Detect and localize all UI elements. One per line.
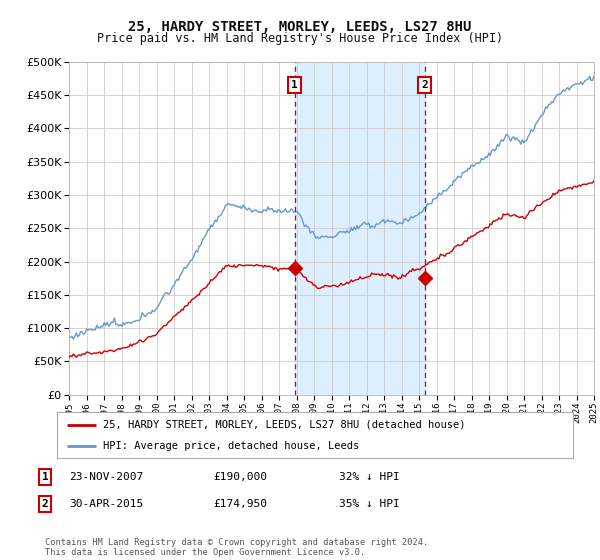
- Text: 25, HARDY STREET, MORLEY, LEEDS, LS27 8HU (detached house): 25, HARDY STREET, MORLEY, LEEDS, LS27 8H…: [103, 419, 466, 430]
- Text: £174,950: £174,950: [213, 499, 267, 509]
- Text: 2: 2: [41, 499, 49, 509]
- Text: 25, HARDY STREET, MORLEY, LEEDS, LS27 8HU: 25, HARDY STREET, MORLEY, LEEDS, LS27 8H…: [128, 20, 472, 34]
- Text: 1: 1: [292, 80, 298, 90]
- Text: 23-NOV-2007: 23-NOV-2007: [69, 472, 143, 482]
- Bar: [295, 62, 425, 395]
- Text: £190,000: £190,000: [213, 472, 267, 482]
- Text: 30-APR-2015: 30-APR-2015: [69, 499, 143, 509]
- Text: Price paid vs. HM Land Registry's House Price Index (HPI): Price paid vs. HM Land Registry's House …: [97, 32, 503, 45]
- Text: Contains HM Land Registry data © Crown copyright and database right 2024.
This d: Contains HM Land Registry data © Crown c…: [45, 538, 428, 557]
- Text: HPI: Average price, detached house, Leeds: HPI: Average price, detached house, Leed…: [103, 441, 359, 451]
- Text: 2: 2: [421, 80, 428, 90]
- Text: 35% ↓ HPI: 35% ↓ HPI: [339, 499, 400, 509]
- Text: 32% ↓ HPI: 32% ↓ HPI: [339, 472, 400, 482]
- Text: 1: 1: [41, 472, 49, 482]
